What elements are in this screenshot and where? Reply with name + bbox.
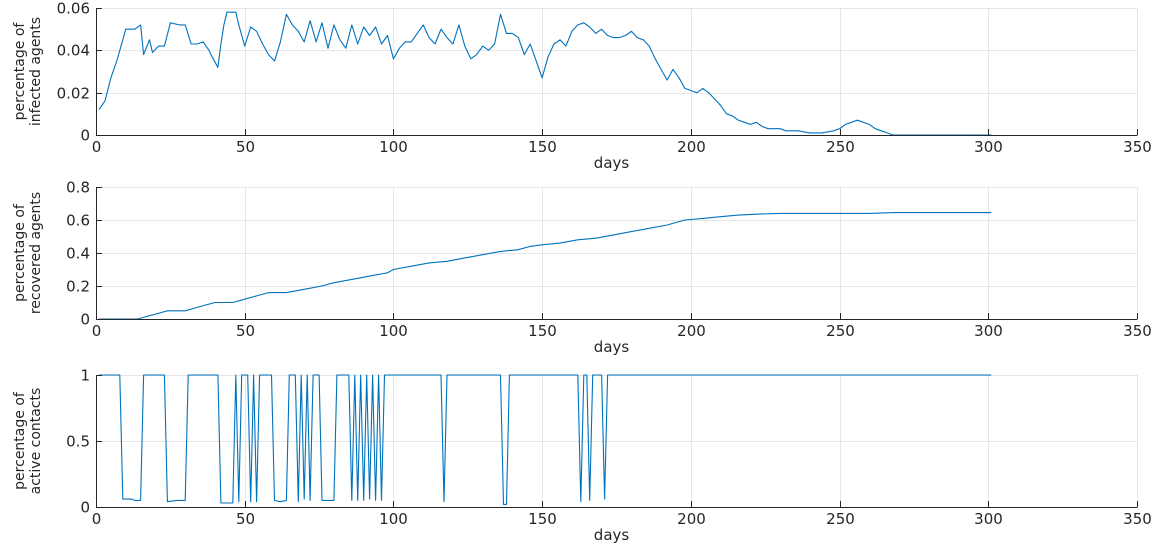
subplot-2: 0 50 100 150 200 250 300 350 0 0.2 0.4 0.6 0.8 days pe… [12, 179, 1152, 357]
y-tick-label: 0.8 [66, 179, 90, 197]
series-line [99, 374, 992, 505]
x-axis-label: days [594, 526, 630, 544]
x-tick-label: 300 [974, 322, 1003, 340]
x-tick-label: 100 [379, 322, 408, 340]
series-line [99, 212, 992, 320]
x-tick-label: 300 [974, 138, 1003, 156]
y-tick-label: 0.4 [66, 245, 90, 263]
x-tick-label: 0 [92, 322, 102, 340]
subplot-3: 0 50 100 150 200 250 300 350 0 0.5 1 days percentage… [12, 367, 1152, 545]
x-axis-label: days [594, 338, 630, 356]
x-axis-label: days [594, 154, 630, 172]
y-tick-label: 0.02 [57, 85, 90, 103]
y-tick-label: 0.5 [66, 433, 90, 451]
x-tick-label: 350 [1123, 322, 1152, 340]
y-tick-label: 0.2 [66, 278, 90, 296]
y-axis-label-line: percentage of [12, 22, 28, 121]
y-tick-label: 0.06 [57, 0, 90, 18]
x-tick-label: 250 [826, 138, 855, 156]
x-tick-label: 0 [92, 510, 102, 528]
y-axis-label-line: infected agents [28, 17, 44, 126]
x-tick-label: 100 [379, 510, 408, 528]
x-tick-label: 50 [236, 322, 255, 340]
x-tick-label: 350 [1123, 510, 1152, 528]
x-tick-label: 200 [677, 510, 706, 528]
x-tick-label: 150 [528, 138, 557, 156]
y-tick-label: 0.6 [66, 212, 90, 230]
x-tick-label: 0 [92, 138, 102, 156]
subplot-1: 0 50 100 150 200 250 300 350 0 0.02 0.04 0.06 days pe… [12, 0, 1152, 172]
x-tick-label: 350 [1123, 138, 1152, 156]
series-line [98, 11, 992, 136]
y-axis-label-line: recovered agents [28, 192, 44, 314]
y-axis-label-line: active contacts [28, 388, 44, 495]
y-tick-label: 0.04 [57, 42, 90, 60]
y-axis-label: percentage ofactive contacts [12, 388, 44, 495]
y-tick-label: 0 [80, 499, 90, 517]
x-tick-label: 250 [826, 510, 855, 528]
y-tick-label: 1 [80, 367, 90, 385]
x-tick-label: 150 [528, 510, 557, 528]
x-tick-label: 150 [528, 322, 557, 340]
x-tick-label: 100 [379, 138, 408, 156]
y-axis-label-line: percentage of [12, 391, 28, 490]
y-axis-label: percentage ofinfected agents [12, 17, 44, 126]
x-tick-label: 250 [826, 322, 855, 340]
y-tick-label: 0 [80, 127, 90, 145]
y-axis-label-line: percentage of [12, 203, 28, 302]
y-axis-label: percentage ofrecovered agents [12, 192, 44, 314]
x-tick-label: 50 [236, 138, 255, 156]
x-tick-label: 50 [236, 510, 255, 528]
x-tick-label: 200 [677, 138, 706, 156]
y-tick-label: 0 [80, 311, 90, 329]
x-tick-label: 300 [974, 510, 1003, 528]
x-tick-label: 200 [677, 322, 706, 340]
